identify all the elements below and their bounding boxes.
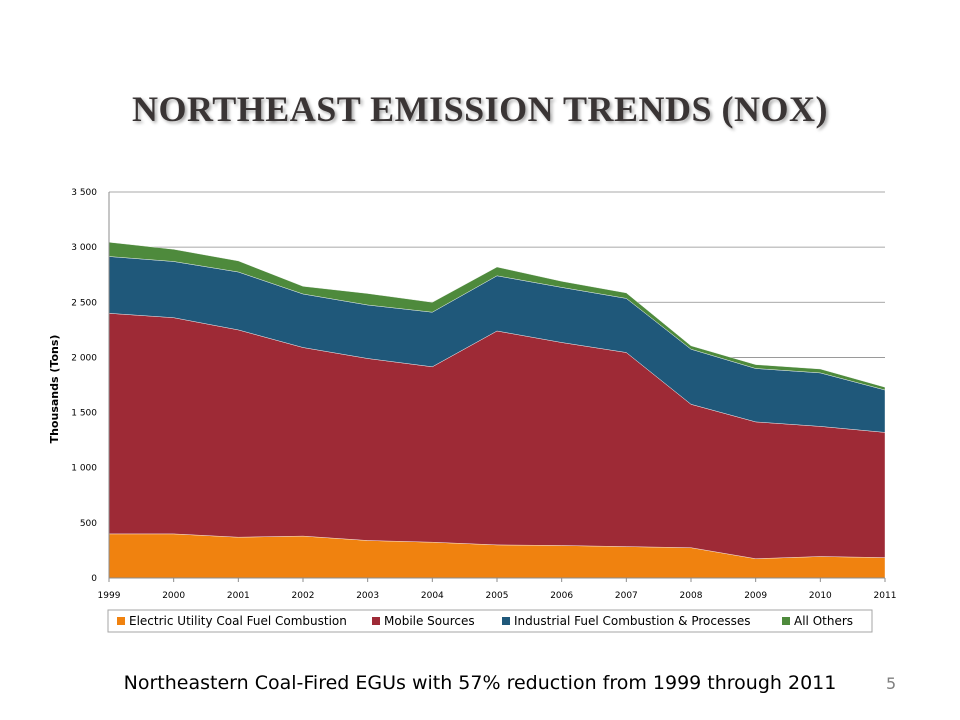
- page-number: 5: [886, 674, 897, 693]
- y-tick-label: 1 000: [71, 464, 97, 474]
- y-tick-label: 2 000: [71, 353, 97, 363]
- legend-items: Electric Utility Coal Fuel Combustion Mob…: [117, 614, 853, 628]
- legend-label: Industrial Fuel Combustion & Processes: [514, 614, 751, 628]
- emissions-area-chart: 0 500 1 000 1 500 2 000 2 500 3 000 3 500 1999 2…: [48, 188, 897, 633]
- x-tick-label: 2010: [809, 591, 832, 601]
- x-tick-label: 2004: [421, 591, 444, 601]
- y-tick-labels: 0 500 1 000 1 500 2 000 2 500 3 000 3 500: [71, 188, 97, 584]
- y-tick-label: 3 000: [71, 243, 97, 253]
- y-tick-label: 500: [80, 519, 97, 529]
- slide-title: NORTHEAST EMISSION TRENDS (NOX): [131, 89, 829, 129]
- legend-box: [107, 609, 873, 633]
- y-tick-label: 0: [91, 574, 97, 584]
- y-axis-title: Thousands (Tons): [48, 335, 61, 444]
- legend-swatch: [782, 617, 790, 625]
- x-tick-label: 2005: [486, 591, 509, 601]
- stacked-areas: [108, 241, 886, 579]
- x-tick-label: 2003: [356, 591, 379, 601]
- legend: Electric Utility Coal Fuel Combustion Mob…: [107, 609, 873, 633]
- area-series-1: [108, 313, 886, 559]
- y-tick-label: 2 500: [71, 298, 97, 308]
- y-tick-label: 1 500: [71, 409, 97, 419]
- legend-swatch: [117, 617, 125, 625]
- slide-caption: Northeastern Coal-Fired EGUs with 57% re…: [123, 672, 837, 694]
- x-tick-label: 2001: [227, 591, 250, 601]
- x-tick-label: 2007: [615, 591, 638, 601]
- x-tick-label: 2006: [550, 591, 573, 601]
- x-tick-label: 2002: [292, 591, 315, 601]
- x-tick-label: 2011: [874, 591, 897, 601]
- y-tick-label: 3 500: [71, 188, 97, 198]
- x-tick-label: 2009: [744, 591, 767, 601]
- area-series-3: [108, 241, 886, 391]
- x-tick-label: 2000: [162, 591, 185, 601]
- legend-label: Electric Utility Coal Fuel Combustion: [129, 614, 347, 628]
- x-tick-label: 2008: [680, 591, 703, 601]
- legend-label: Mobile Sources: [384, 614, 475, 628]
- legend-swatch: [502, 617, 510, 625]
- x-tick-label: 1999: [98, 591, 121, 601]
- legend-label: All Others: [794, 614, 853, 628]
- x-tick-labels: 1999 2000 2001 2002 2003 2004 2005 2006 2007 2008…: [98, 578, 897, 601]
- legend-swatch: [372, 617, 380, 625]
